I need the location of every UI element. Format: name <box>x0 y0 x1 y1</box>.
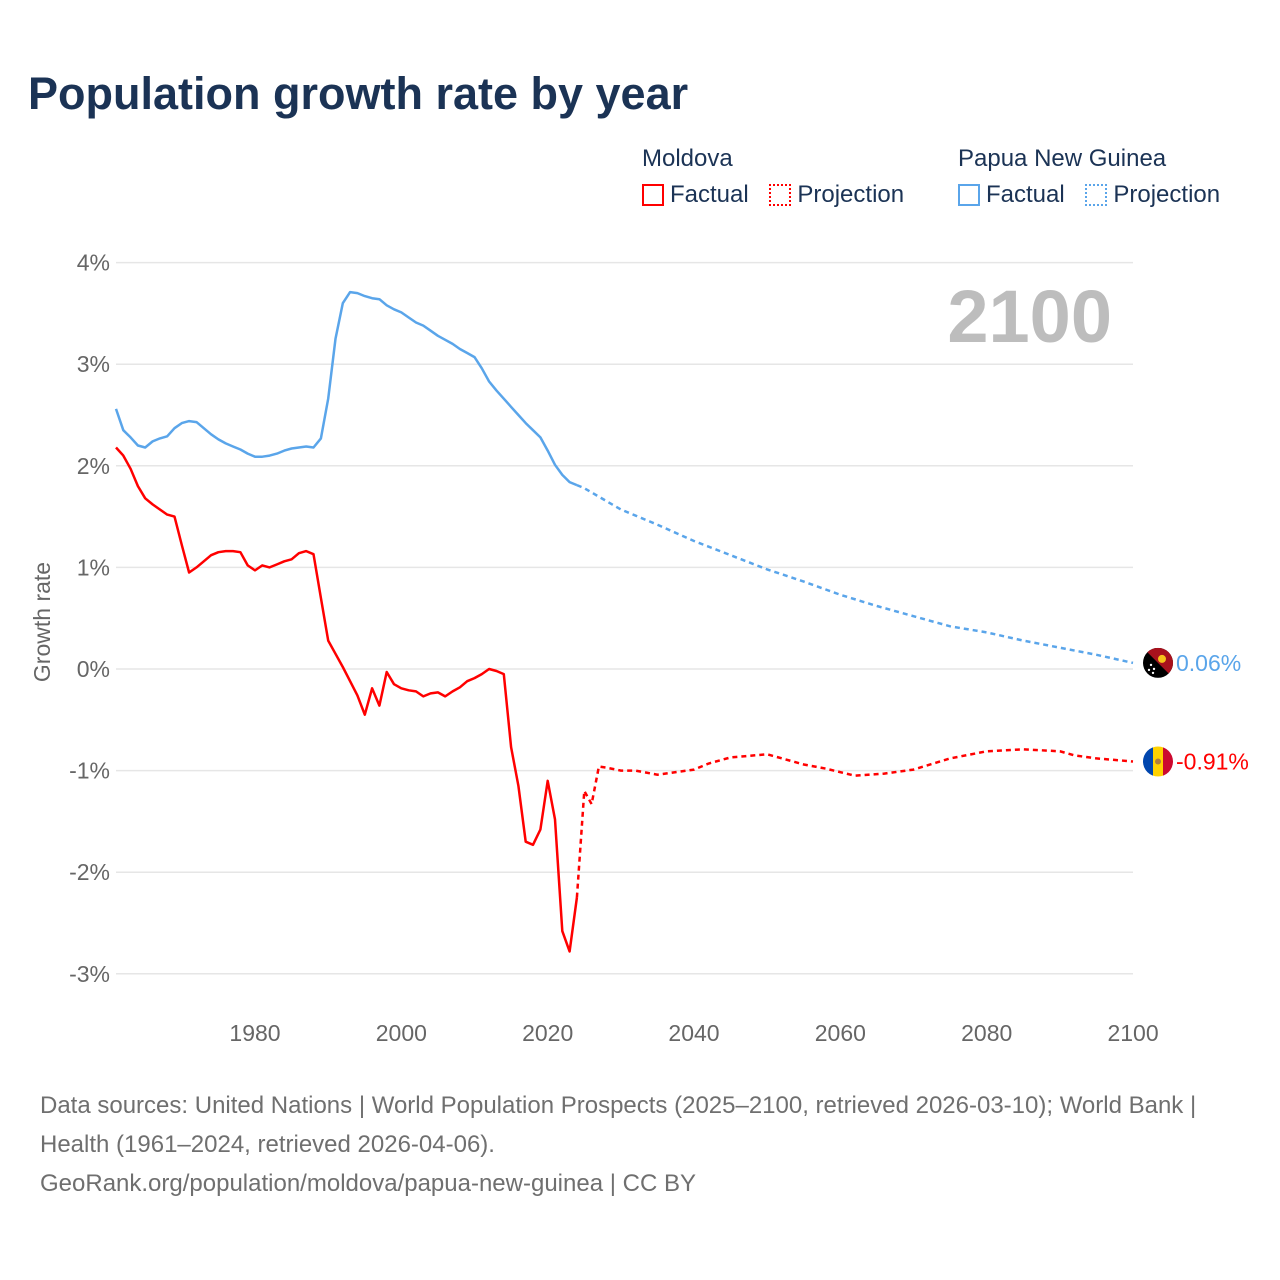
legend-group-title: Papua New Guinea <box>958 145 1167 172</box>
legend-png: Papua New Guinea Factual Projection <box>958 145 1220 213</box>
series-line-moldova-factual <box>115 446 579 953</box>
series-line-moldova-projection <box>575 748 1134 898</box>
legend-label: Factual <box>670 181 749 208</box>
legend-swatch-solid <box>642 184 664 206</box>
x-tick-label: 1980 <box>229 1020 280 1046</box>
flag-star <box>1149 663 1153 667</box>
y-tick-label: 1% <box>77 554 110 580</box>
legend-label: Projection <box>1113 181 1221 208</box>
png-flag-icon <box>1143 647 1173 678</box>
y-tick-label: 4% <box>77 250 110 276</box>
flag-stripe <box>1143 746 1153 777</box>
flag-star <box>1152 667 1156 671</box>
flag-emblem <box>1155 758 1161 765</box>
flag-stripe <box>1163 746 1173 777</box>
end-value-label: 0.06% <box>1176 650 1241 676</box>
legend-swatch-dotted <box>1085 184 1108 206</box>
flag-red-half <box>1143 647 1173 678</box>
y-tick-label: -1% <box>69 758 110 784</box>
legend-label: Factual <box>986 181 1065 208</box>
series-line-png-projection <box>576 483 1134 665</box>
x-tick-label: 2080 <box>961 1020 1012 1046</box>
x-tick-label: 2040 <box>668 1020 719 1046</box>
year-watermark: 2100 <box>947 275 1112 358</box>
x-tick-label: 2100 <box>1107 1020 1158 1046</box>
y-tick-label: 0% <box>77 656 110 682</box>
footer: Data sources: United Nations | World Pop… <box>40 1086 1240 1203</box>
legend-group-title: Moldova <box>642 145 733 172</box>
y-tick-label: 2% <box>77 453 110 479</box>
source-link[interactable]: GeoRank.org/population/moldova/papua-new… <box>40 1170 696 1197</box>
y-tick-label: -2% <box>69 859 110 885</box>
legend-label: Projection <box>797 181 905 208</box>
moldova-flag-icon <box>1143 746 1173 777</box>
legend-png-factual[interactable]: Factual <box>958 181 1065 209</box>
legend-moldova-projection[interactable]: Projection <box>769 181 904 209</box>
x-tick-label: 2000 <box>376 1020 427 1046</box>
flag-body <box>1143 746 1173 777</box>
end-value-label: -0.91% <box>1176 748 1249 774</box>
chart-title: Population growth rate by year <box>28 68 689 119</box>
series-line-png-factual <box>114 290 578 487</box>
y-axis-label: Growth rate <box>29 562 55 682</box>
legend-png-projection[interactable]: Projection <box>1085 181 1220 209</box>
legend-moldova: Moldova Factual Projection <box>642 145 918 213</box>
flag-star <box>1147 668 1151 672</box>
legend-swatch-dotted <box>769 184 792 206</box>
x-tick-label: 2060 <box>815 1020 866 1046</box>
legend-moldova-factual[interactable]: Factual <box>642 181 749 209</box>
data-sources: Data sources: United Nations | World Pop… <box>40 1092 1197 1158</box>
flag-star <box>1151 671 1155 675</box>
flag-bird <box>1158 654 1166 663</box>
y-tick-label: -3% <box>69 961 110 987</box>
x-tick-label: 2020 <box>522 1020 573 1046</box>
flag-body <box>1143 647 1173 678</box>
legend-swatch-solid <box>958 184 980 206</box>
y-tick-label: 3% <box>77 351 110 377</box>
